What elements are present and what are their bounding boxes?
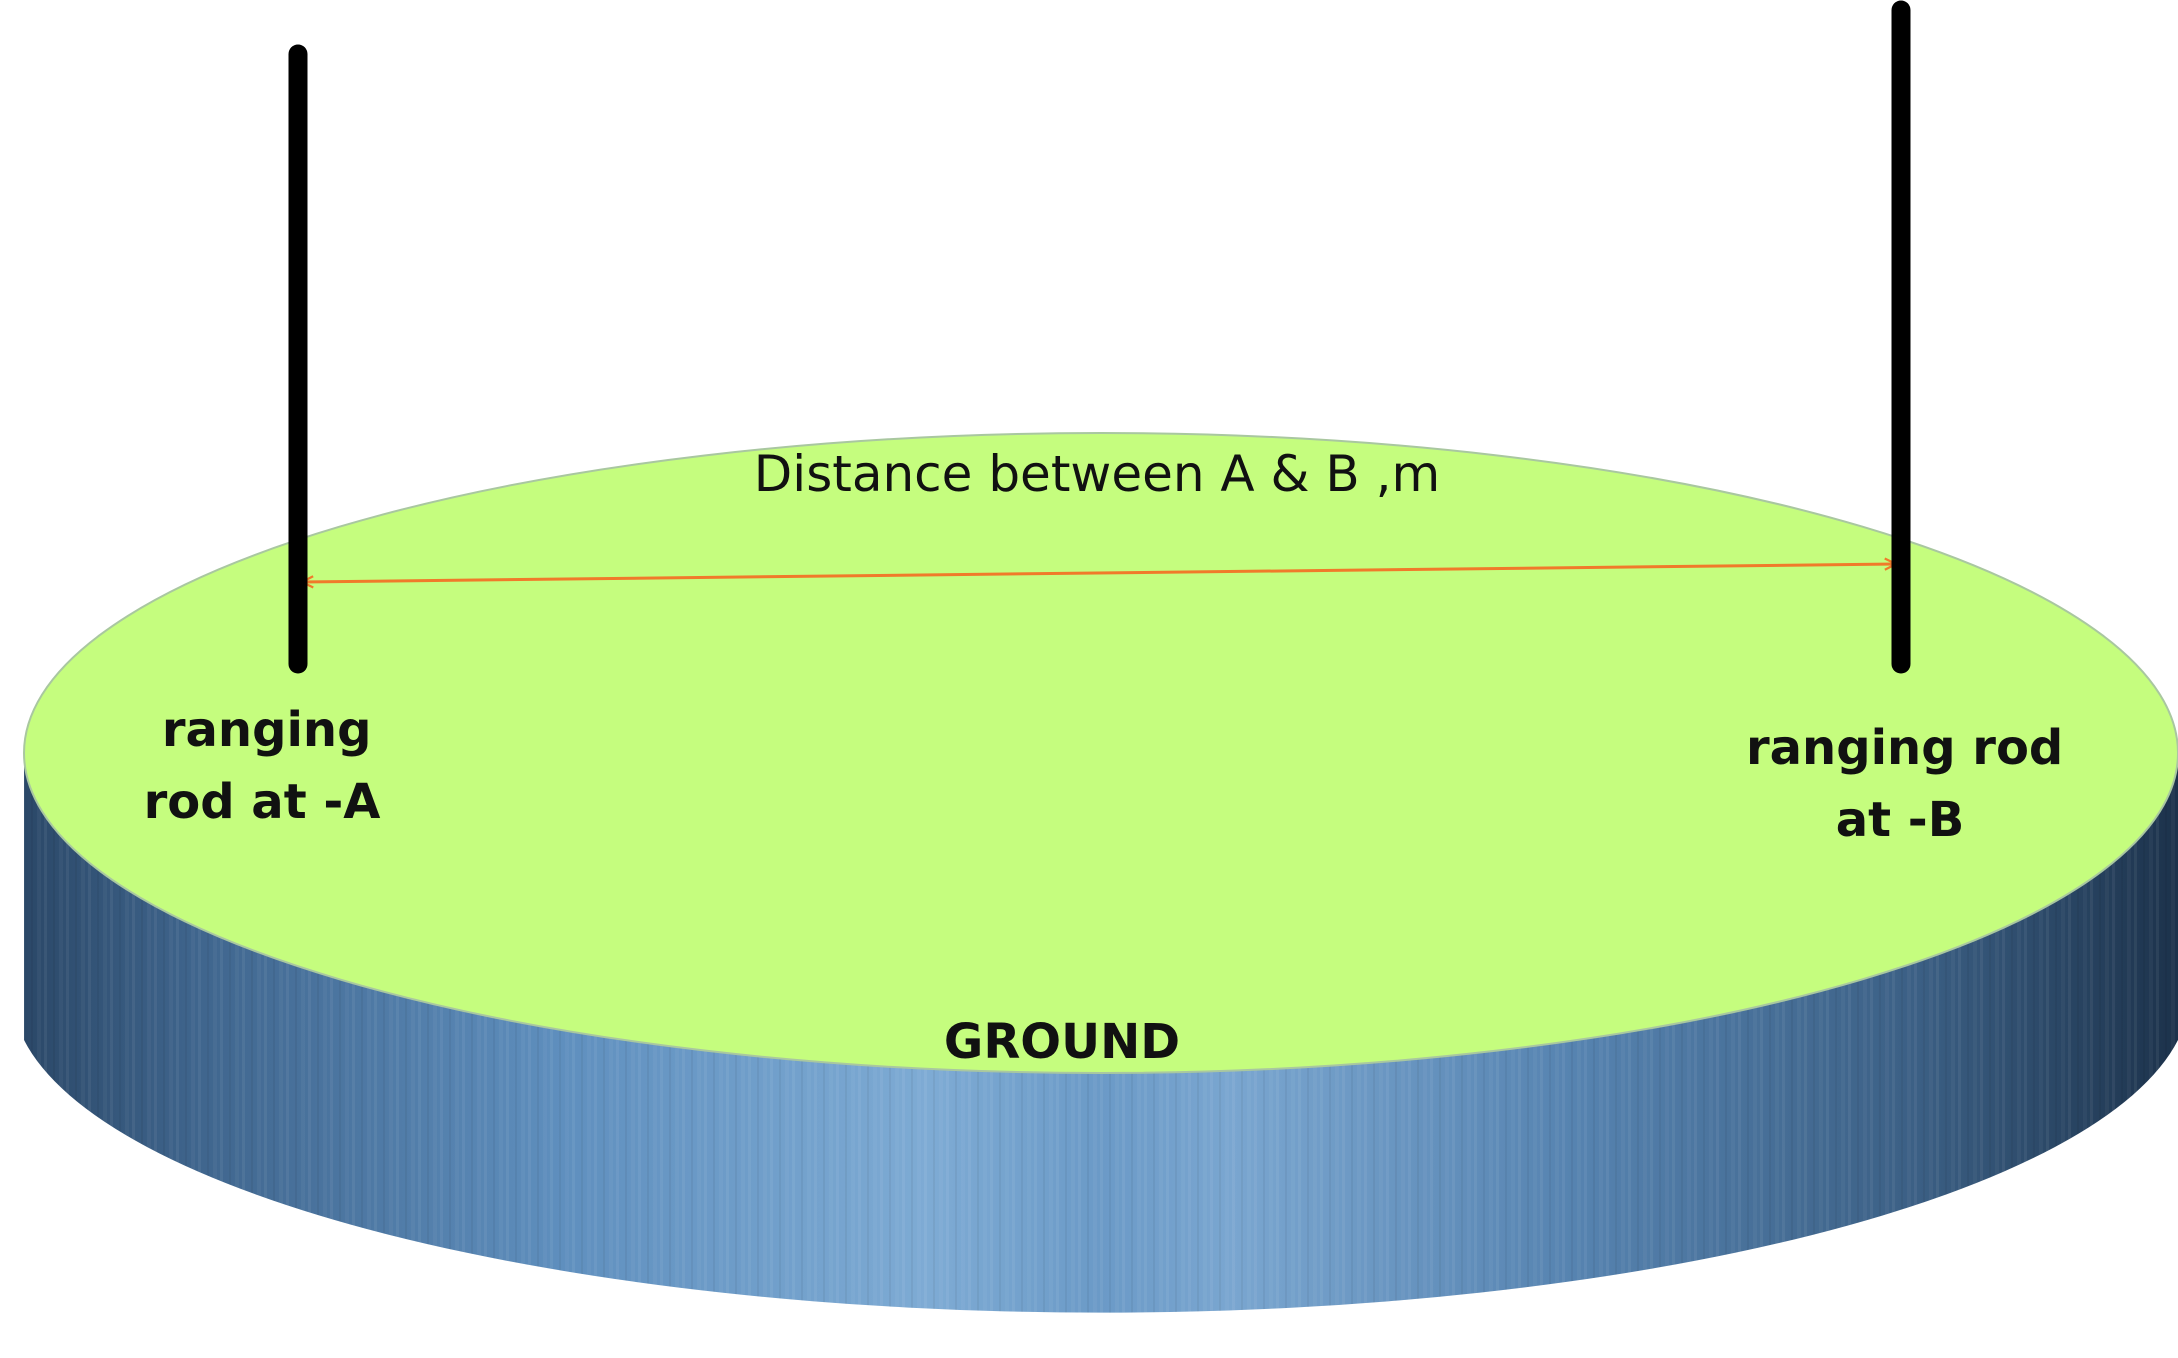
ground-label: GROUND [944,1014,1180,1070]
rod-b-label-line-2: at -B [1836,792,1965,848]
distance-label: Distance between A & B ,m [754,445,1440,503]
ground-top [23,432,2178,1074]
rod-b-label-line-1: ranging rod [1746,720,2063,776]
distance-arrow [302,564,1896,582]
rod-a-label: ranging rod at -A [144,702,389,830]
rod-a-label-line-1: ranging [162,702,372,758]
rod-b-label: ranging rod at -B [1746,720,2080,848]
rod-a-label-line-2: rod at -A [144,774,381,830]
